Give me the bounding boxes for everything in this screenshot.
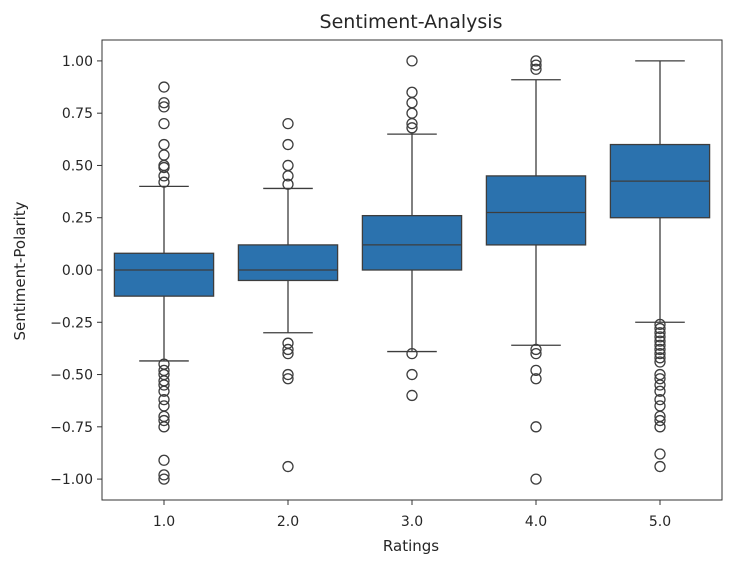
outlier-point	[654, 335, 666, 347]
y-axis-label: Sentiment-Polarity	[11, 201, 29, 340]
box-group-1.0	[113, 81, 215, 485]
outlier-point	[654, 331, 666, 343]
outlier-point	[158, 161, 170, 174]
outlier-point	[654, 356, 666, 368]
y-tick-label: 0.75	[62, 106, 93, 122]
outlier-point	[654, 343, 666, 356]
outlier-point	[158, 400, 170, 412]
outlier-point	[530, 421, 542, 433]
outlier-point	[406, 347, 418, 360]
outlier-point	[282, 373, 294, 385]
y-tick-label: −1.00	[50, 472, 93, 488]
outlier-point	[654, 318, 666, 331]
outlier-point	[530, 59, 542, 71]
box	[485, 175, 587, 246]
outlier-point	[530, 473, 542, 485]
outlier-point	[158, 81, 170, 93]
outlier-point	[282, 178, 294, 190]
outlier-point	[654, 385, 666, 397]
outlier-point	[654, 327, 666, 339]
box-group-4.0	[485, 55, 587, 485]
y-tick-label: 0.00	[62, 263, 93, 279]
outlier-point	[158, 421, 170, 433]
outlier-point	[654, 414, 666, 427]
outlier-point	[282, 343, 294, 356]
outlier-point	[654, 352, 666, 364]
y-tick-label: −0.25	[50, 315, 93, 331]
outlier-point	[530, 364, 542, 377]
outlier-point	[406, 86, 418, 98]
outlier-point	[406, 368, 418, 381]
outlier-point	[654, 400, 666, 412]
x-axis-label: Ratings	[383, 537, 439, 555]
outlier-point	[158, 473, 170, 485]
outlier-point	[654, 393, 666, 406]
x-tick-label: 5.0	[649, 514, 671, 530]
box-group-3.0	[361, 55, 463, 402]
outlier-point	[530, 63, 542, 75]
outlier-point	[530, 373, 542, 385]
outlier-point	[282, 159, 294, 172]
outlier-point	[158, 414, 170, 427]
outlier-point	[158, 117, 170, 130]
y-tick-label: 0.50	[62, 158, 93, 174]
outlier-point	[158, 469, 170, 481]
outlier-point	[158, 170, 170, 182]
outlier-point	[158, 101, 170, 113]
outlier-point	[654, 347, 666, 360]
y-tick-label: 0.25	[62, 211, 93, 227]
outlier-point	[282, 460, 294, 473]
outlier-point	[406, 107, 418, 119]
chart-title: Sentiment-Analysis	[320, 11, 503, 33]
outlier-point	[158, 454, 170, 466]
outlier-point	[654, 448, 666, 460]
outlier-point	[654, 322, 666, 335]
outlier-point	[530, 347, 542, 360]
outlier-point	[282, 347, 294, 360]
outlier-point	[282, 117, 294, 130]
outlier-point	[654, 379, 666, 391]
box	[113, 252, 215, 297]
outlier-point	[530, 343, 542, 356]
x-tick-label: 3.0	[401, 514, 423, 530]
box-group-5.0	[609, 60, 711, 473]
outlier-point	[158, 138, 170, 151]
outlier-point	[158, 393, 170, 406]
outlier-point	[654, 460, 666, 473]
plot-area	[113, 55, 711, 485]
outlier-point	[282, 138, 294, 151]
box	[237, 244, 339, 282]
outlier-point	[158, 149, 170, 161]
x-tick-label: 2.0	[277, 514, 299, 530]
outlier-point	[406, 55, 418, 67]
outlier-point	[282, 368, 294, 381]
y-tick-label: 1.00	[62, 54, 93, 70]
outlier-point	[530, 55, 542, 67]
outlier-point	[158, 176, 170, 188]
outlier-point	[406, 389, 418, 402]
outlier-point	[158, 97, 170, 109]
outlier-point	[282, 170, 294, 182]
outlier-point	[406, 97, 418, 109]
outlier-point	[654, 373, 666, 385]
outlier-point	[158, 385, 170, 397]
outlier-point	[158, 379, 170, 391]
x-tick-label: 4.0	[525, 514, 547, 530]
x-tick-label: 1.0	[153, 514, 175, 530]
outlier-point	[654, 339, 666, 351]
y-tick-label: −0.75	[50, 420, 93, 436]
y-tick-label: −0.50	[50, 368, 93, 384]
box-group-2.0	[237, 117, 339, 473]
outlier-point	[654, 421, 666, 433]
outlier-point	[406, 117, 418, 130]
box	[361, 214, 463, 271]
outlier-point	[406, 122, 418, 134]
